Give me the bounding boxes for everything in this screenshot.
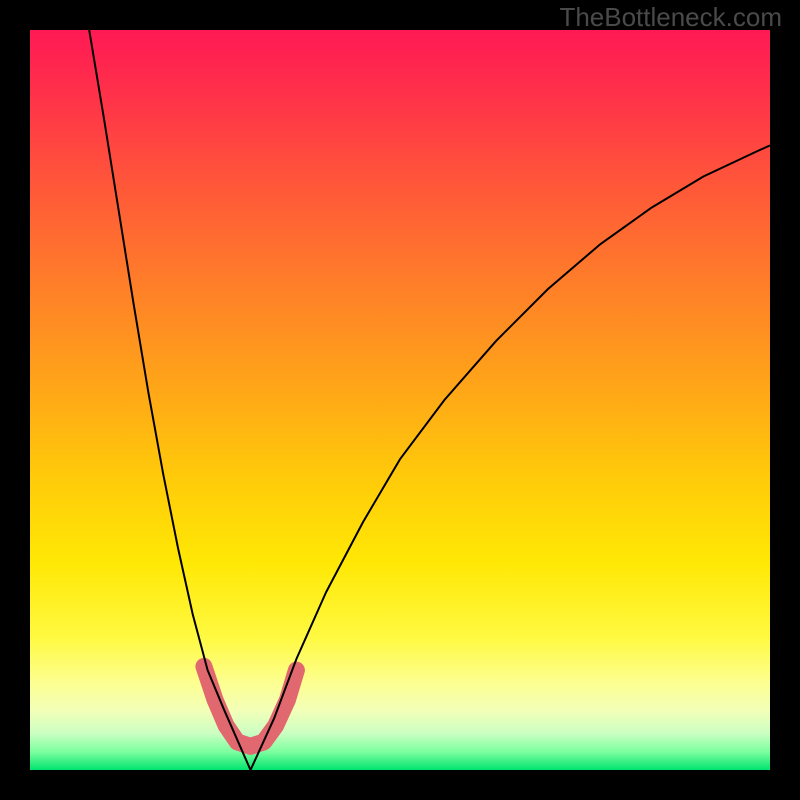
plot-area	[30, 30, 770, 770]
curve-line	[89, 30, 770, 770]
valley-marker	[204, 666, 297, 746]
bottleneck-curve	[30, 30, 770, 770]
chart-container: TheBottleneck.com	[0, 0, 800, 800]
watermark-text: TheBottleneck.com	[559, 2, 782, 33]
